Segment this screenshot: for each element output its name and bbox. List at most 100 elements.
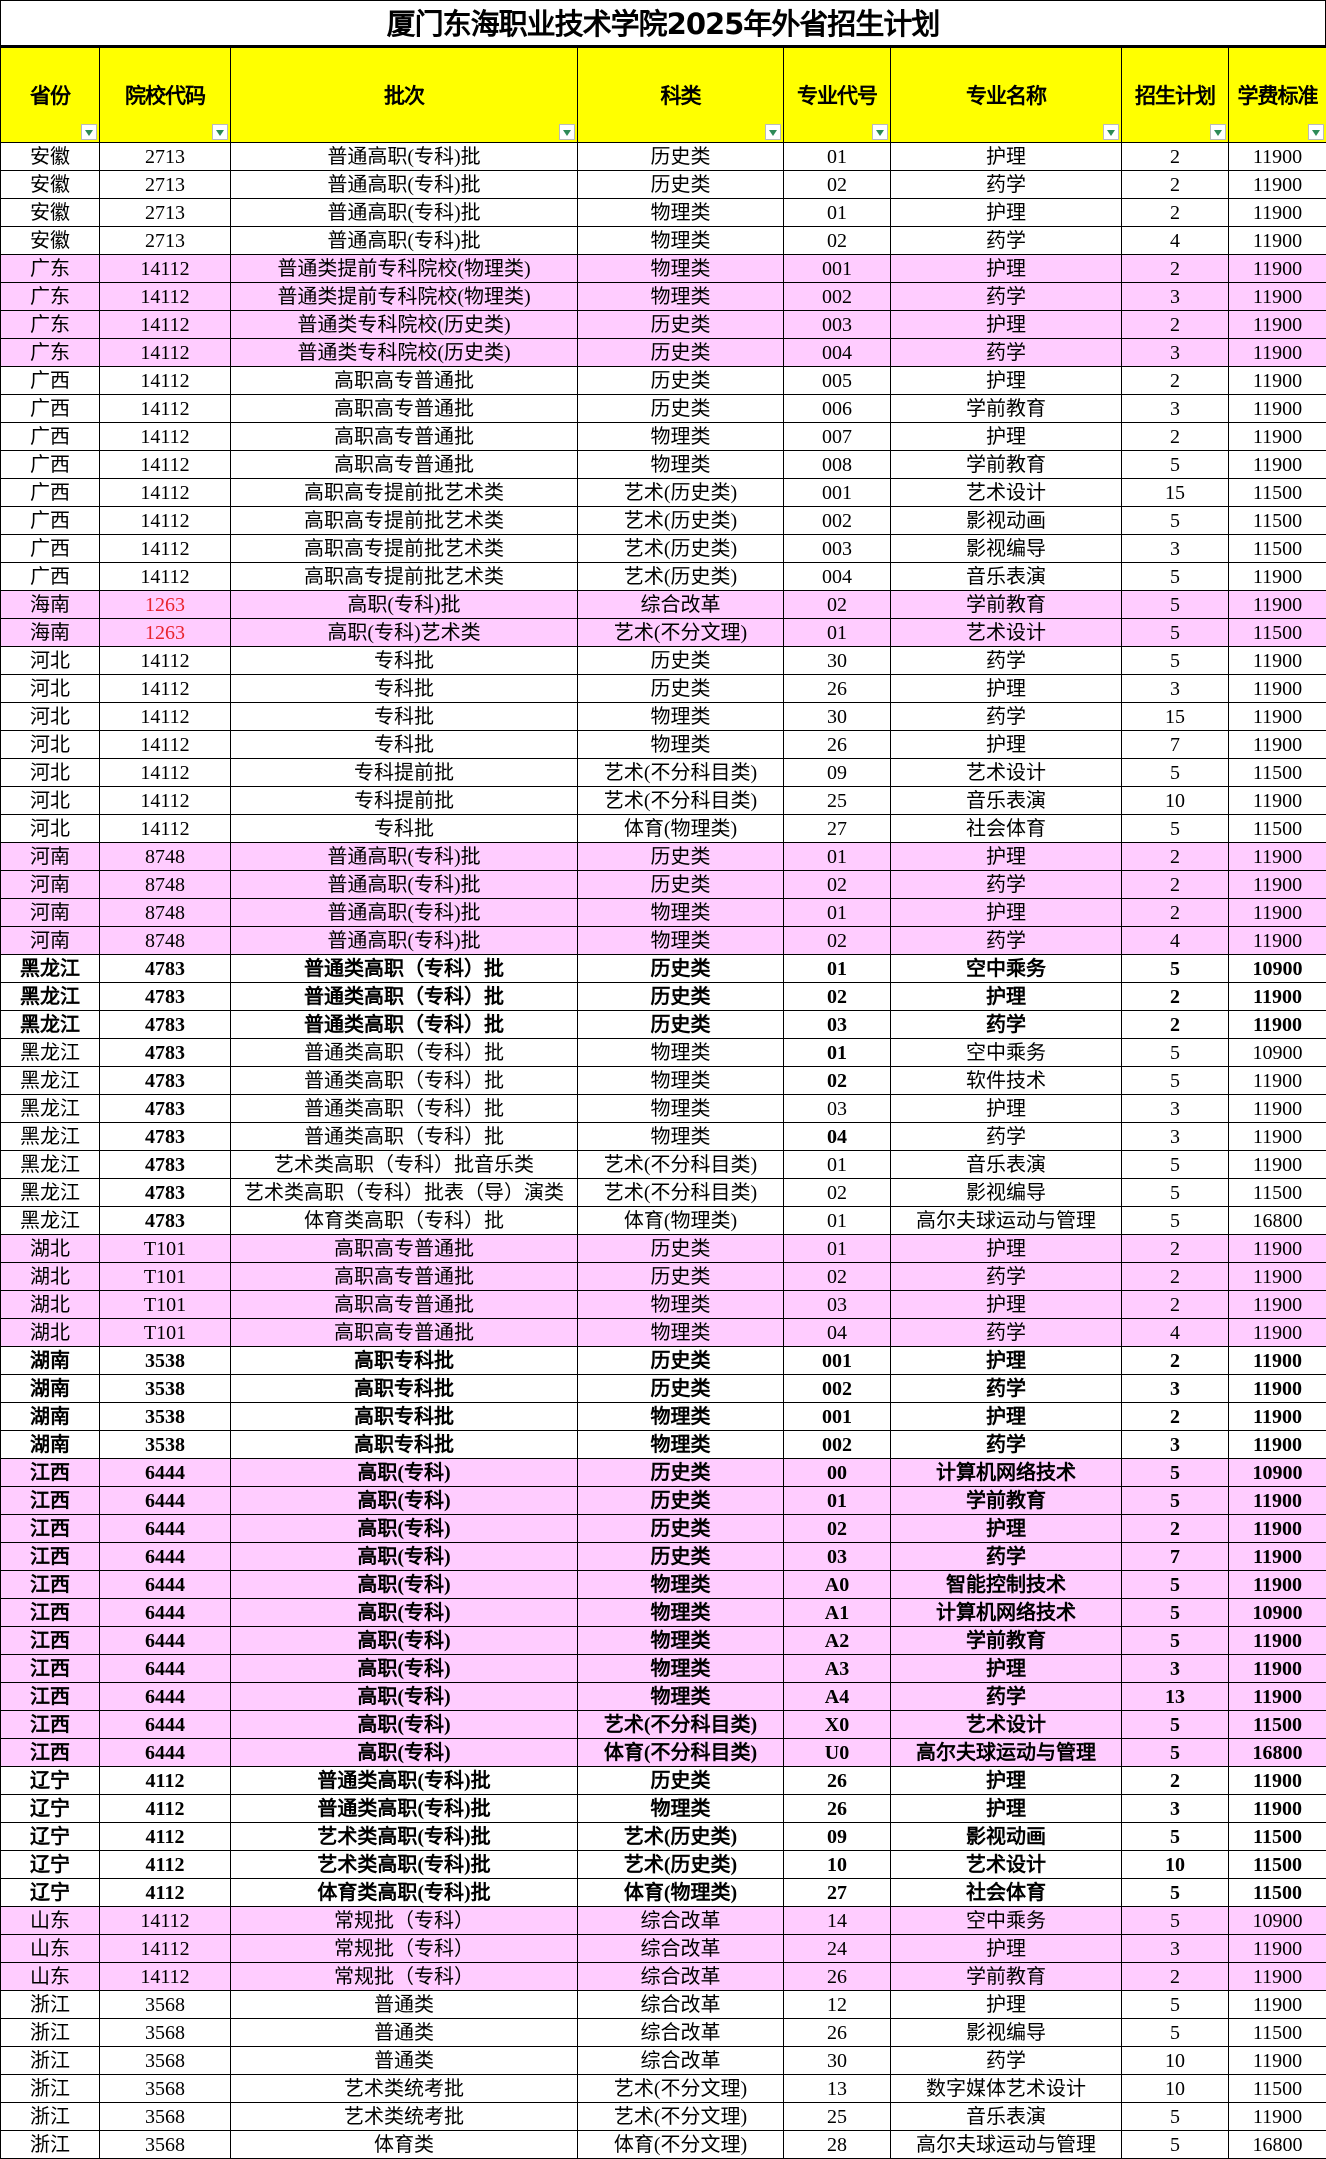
cell-major-code[interactable]: 02 [784, 1263, 891, 1291]
cell-major-name[interactable]: 护理 [891, 311, 1122, 339]
cell-subject-category[interactable]: 艺术(历史类) [578, 1823, 784, 1851]
cell-plan-count[interactable]: 5 [1122, 1487, 1229, 1515]
cell-major-code[interactable]: 03 [784, 1095, 891, 1123]
cell-subject-category[interactable]: 综合改革 [578, 2047, 784, 2075]
cell-school-code[interactable]: 8748 [100, 899, 231, 927]
cell-plan-count[interactable]: 5 [1122, 619, 1229, 647]
cell-subject-category[interactable]: 艺术(历史类) [578, 507, 784, 535]
cell-province[interactable]: 黑龙江 [1, 1039, 100, 1067]
cell-subject-category[interactable]: 历史类 [578, 843, 784, 871]
cell-major-code[interactable]: 09 [784, 1823, 891, 1851]
cell-tuition[interactable]: 11900 [1229, 1319, 1326, 1347]
cell-batch[interactable]: 体育类 [231, 2131, 578, 2159]
cell-tuition[interactable]: 11900 [1229, 199, 1326, 227]
cell-province[interactable]: 湖南 [1, 1375, 100, 1403]
cell-province[interactable]: 广西 [1, 535, 100, 563]
cell-major-code[interactable]: 30 [784, 647, 891, 675]
cell-major-name[interactable]: 艺术设计 [891, 1851, 1122, 1879]
cell-batch[interactable]: 高职高专普通批 [231, 1319, 578, 1347]
cell-tuition[interactable]: 11900 [1229, 227, 1326, 255]
filter-dropdown-icon[interactable] [872, 124, 888, 140]
cell-major-code[interactable]: 09 [784, 759, 891, 787]
cell-batch[interactable]: 普通类提前专科院校(物理类) [231, 255, 578, 283]
cell-subject-category[interactable]: 物理类 [578, 1795, 784, 1823]
cell-plan-count[interactable]: 5 [1122, 1207, 1229, 1235]
cell-tuition[interactable]: 11500 [1229, 759, 1326, 787]
cell-tuition[interactable]: 11500 [1229, 479, 1326, 507]
cell-batch[interactable]: 普通类专科院校(历史类) [231, 311, 578, 339]
cell-school-code[interactable]: 14112 [100, 479, 231, 507]
cell-batch[interactable]: 高职(专科) [231, 1599, 578, 1627]
cell-province[interactable]: 辽宁 [1, 1795, 100, 1823]
cell-plan-count[interactable]: 15 [1122, 703, 1229, 731]
cell-school-code[interactable]: 14112 [100, 395, 231, 423]
cell-major-name[interactable]: 音乐表演 [891, 563, 1122, 591]
cell-batch[interactable]: 专科批 [231, 675, 578, 703]
cell-major-code[interactable]: 00 [784, 1459, 891, 1487]
cell-plan-count[interactable]: 2 [1122, 199, 1229, 227]
cell-school-code[interactable]: 3568 [100, 2047, 231, 2075]
cell-tuition[interactable]: 10900 [1229, 1907, 1326, 1935]
filter-dropdown-icon[interactable] [212, 124, 228, 140]
cell-tuition[interactable]: 11900 [1229, 1935, 1326, 1963]
cell-major-name[interactable]: 药学 [891, 1543, 1122, 1571]
cell-province[interactable]: 广西 [1, 395, 100, 423]
cell-plan-count[interactable]: 4 [1122, 927, 1229, 955]
cell-school-code[interactable]: 3568 [100, 2131, 231, 2159]
cell-tuition[interactable]: 11900 [1229, 1515, 1326, 1543]
cell-tuition[interactable]: 11900 [1229, 255, 1326, 283]
cell-tuition[interactable]: 11900 [1229, 1151, 1326, 1179]
cell-subject-category[interactable]: 艺术(不分科目类) [578, 1179, 784, 1207]
cell-province[interactable]: 江西 [1, 1599, 100, 1627]
cell-major-name[interactable]: 音乐表演 [891, 1151, 1122, 1179]
cell-tuition[interactable]: 11900 [1229, 143, 1326, 171]
cell-major-code[interactable]: 004 [784, 339, 891, 367]
cell-subject-category[interactable]: 体育(物理类) [578, 1207, 784, 1235]
cell-school-code[interactable]: 4783 [100, 983, 231, 1011]
cell-plan-count[interactable]: 2 [1122, 1767, 1229, 1795]
cell-subject-category[interactable]: 综合改革 [578, 2019, 784, 2047]
cell-tuition[interactable]: 11500 [1229, 2075, 1326, 2103]
cell-plan-count[interactable]: 3 [1122, 1431, 1229, 1459]
cell-school-code[interactable]: 6444 [100, 1739, 231, 1767]
cell-major-code[interactable]: 26 [784, 1767, 891, 1795]
cell-batch[interactable]: 普通类 [231, 2019, 578, 2047]
cell-tuition[interactable]: 11900 [1229, 1795, 1326, 1823]
cell-school-code[interactable]: 14112 [100, 731, 231, 759]
cell-batch[interactable]: 艺术类高职（专科）批表（导）演类 [231, 1179, 578, 1207]
cell-tuition[interactable]: 11900 [1229, 1263, 1326, 1291]
cell-province[interactable]: 黑龙江 [1, 1179, 100, 1207]
cell-subject-category[interactable]: 物理类 [578, 899, 784, 927]
cell-subject-category[interactable]: 物理类 [578, 255, 784, 283]
cell-plan-count[interactable]: 5 [1122, 591, 1229, 619]
cell-major-name[interactable]: 高尔夫球运动与管理 [891, 1207, 1122, 1235]
cell-province[interactable]: 广西 [1, 479, 100, 507]
cell-tuition[interactable]: 11900 [1229, 1347, 1326, 1375]
cell-plan-count[interactable]: 2 [1122, 983, 1229, 1011]
cell-school-code[interactable]: 14112 [100, 451, 231, 479]
cell-tuition[interactable]: 11500 [1229, 507, 1326, 535]
cell-tuition[interactable]: 11900 [1229, 843, 1326, 871]
cell-batch[interactable]: 高职(专科) [231, 1683, 578, 1711]
cell-subject-category[interactable]: 艺术(不分科目类) [578, 759, 784, 787]
cell-school-code[interactable]: 14112 [100, 507, 231, 535]
cell-school-code[interactable]: 6444 [100, 1515, 231, 1543]
cell-plan-count[interactable]: 2 [1122, 1515, 1229, 1543]
cell-major-code[interactable]: 13 [784, 2075, 891, 2103]
cell-plan-count[interactable]: 2 [1122, 871, 1229, 899]
cell-school-code[interactable]: 14112 [100, 815, 231, 843]
cell-plan-count[interactable]: 10 [1122, 787, 1229, 815]
cell-tuition[interactable]: 11500 [1229, 619, 1326, 647]
cell-province[interactable]: 河北 [1, 647, 100, 675]
cell-tuition[interactable]: 11900 [1229, 1627, 1326, 1655]
cell-batch[interactable]: 高职专科批 [231, 1375, 578, 1403]
cell-major-code[interactable]: 01 [784, 843, 891, 871]
cell-major-name[interactable]: 影视动画 [891, 507, 1122, 535]
cell-batch[interactable]: 普通类高职（专科）批 [231, 1123, 578, 1151]
cell-subject-category[interactable]: 历史类 [578, 675, 784, 703]
cell-batch[interactable]: 专科提前批 [231, 787, 578, 815]
cell-school-code[interactable]: 3568 [100, 1991, 231, 2019]
cell-major-code[interactable]: 01 [784, 899, 891, 927]
cell-province[interactable]: 广西 [1, 507, 100, 535]
cell-province[interactable]: 湖南 [1, 1403, 100, 1431]
